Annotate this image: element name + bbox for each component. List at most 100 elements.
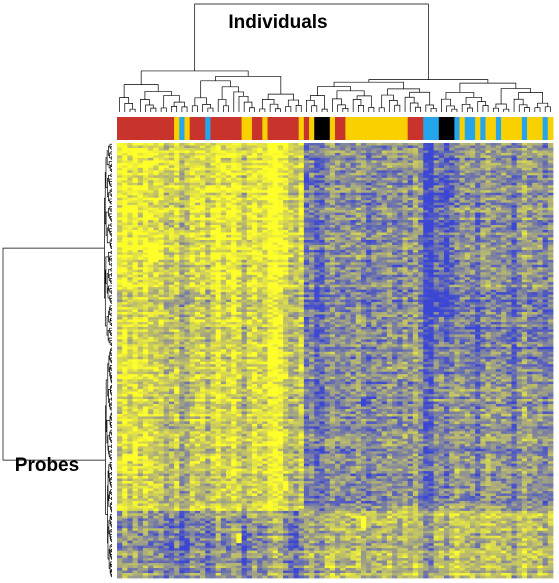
- heatmap-cell: [386, 242, 393, 246]
- heatmap-cell: [148, 187, 154, 191]
- heatmap-cell: [355, 210, 362, 213]
- heatmap-cell: [309, 269, 315, 273]
- group-color-cell: [179, 117, 185, 140]
- heatmap-cell: [314, 210, 320, 213]
- heatmap-cell: [210, 249, 217, 253]
- heatmap-cell: [537, 180, 544, 184]
- heatmap-cell: [277, 172, 284, 176]
- heatmap-cell: [189, 180, 196, 184]
- heatmap-cell: [231, 249, 237, 253]
- heatmap-cell: [303, 152, 310, 156]
- heatmap-cell: [142, 225, 149, 228]
- heatmap-cell: [194, 272, 201, 276]
- heatmap-cell: [168, 150, 175, 154]
- heatmap-cell: [277, 155, 284, 159]
- heatmap-cell: [340, 267, 346, 271]
- heatmap-cell: [386, 269, 393, 273]
- heatmap-cell: [303, 205, 310, 209]
- heatmap-cell: [226, 177, 232, 181]
- heatmap-cell: [293, 200, 300, 204]
- heatmap-cell: [200, 170, 206, 174]
- heatmap-cell: [205, 192, 211, 196]
- heatmap-cell: [267, 195, 274, 199]
- row-dendrogram-branch: [110, 290, 112, 294]
- heatmap-cell: [392, 197, 398, 201]
- heatmap-cell: [511, 227, 518, 231]
- heatmap-cell: [360, 249, 367, 253]
- heatmap-cell: [335, 234, 341, 238]
- heatmap-cell: [241, 167, 248, 171]
- heatmap-cell: [433, 237, 440, 241]
- heatmap-cell: [122, 252, 128, 256]
- heatmap-cell: [194, 182, 201, 186]
- heatmap-cell: [345, 254, 351, 258]
- heatmap-cell: [226, 202, 232, 206]
- heatmap-cell: [246, 195, 253, 199]
- heatmap-cell: [267, 155, 274, 159]
- row-dendrogram-branch: [111, 193, 112, 197]
- heatmap-cell: [153, 217, 159, 221]
- column-dendrogram-branch: [445, 92, 475, 100]
- heatmap-cell: [521, 232, 528, 236]
- heatmap-cell: [257, 259, 263, 263]
- heatmap-cell: [148, 195, 154, 199]
- heatmap-cell: [189, 222, 196, 226]
- heatmap-cell: [329, 147, 336, 151]
- heatmap-cell: [397, 192, 403, 196]
- heatmap-cell: [200, 210, 206, 213]
- heatmap-cell: [117, 155, 123, 159]
- heatmap-cell: [542, 244, 549, 248]
- heatmap-cell: [464, 239, 471, 243]
- heatmap-cell: [283, 244, 289, 248]
- heatmap-cell: [277, 170, 284, 174]
- heatmap-cell: [329, 239, 336, 243]
- heatmap-cell: [428, 237, 435, 241]
- heatmap-cell: [428, 232, 435, 236]
- heatmap-cell: [220, 192, 227, 196]
- column-dendrogram-branch: [337, 104, 346, 112]
- heatmap-cell: [189, 177, 196, 181]
- heatmap-cell: [480, 259, 486, 263]
- heatmap-cell: [236, 269, 242, 273]
- heatmap-cell: [137, 210, 144, 213]
- heatmap-cell: [506, 205, 512, 209]
- heatmap-cell: [127, 254, 133, 258]
- heatmap-cell: [521, 147, 528, 151]
- heatmap-cell: [288, 197, 294, 201]
- heatmap-cell: [418, 222, 424, 226]
- heatmap-cell: [537, 237, 544, 241]
- heatmap-cell: [423, 234, 429, 238]
- heatmap-cell: [288, 205, 294, 209]
- heatmap-cell: [412, 197, 419, 201]
- heatmap-cell: [495, 257, 502, 261]
- heatmap-cell: [236, 225, 242, 228]
- heatmap-cell: [241, 180, 248, 184]
- heatmap-cell: [392, 147, 398, 151]
- heatmap-cell: [324, 177, 331, 181]
- heatmap-cell: [226, 143, 232, 146]
- heatmap-cell: [360, 187, 367, 191]
- heatmap-cell: [532, 267, 538, 271]
- column-dendrogram-branch: [274, 108, 281, 112]
- heatmap-cell: [262, 272, 268, 276]
- column-dendrogram-branch: [409, 91, 431, 105]
- heatmap-cell: [360, 207, 367, 211]
- heatmap-cell: [397, 157, 403, 161]
- heatmap-cell: [184, 254, 191, 258]
- row-dendrogram-branch: [108, 549, 111, 569]
- heatmap-cell: [438, 145, 445, 149]
- heatmap-cell: [117, 167, 123, 171]
- heatmap-cell: [454, 215, 460, 218]
- heatmap-cell: [381, 269, 388, 273]
- heatmap-cell: [283, 210, 289, 213]
- heatmap-cell: [200, 200, 206, 204]
- heatmap-cell: [122, 157, 128, 161]
- heatmap-cell: [262, 145, 268, 149]
- heatmap-cell: [376, 190, 383, 194]
- heatmap-cell: [127, 187, 133, 191]
- heatmap-cell: [360, 247, 367, 251]
- heatmap-cell: [267, 212, 274, 216]
- heatmap-cell: [537, 185, 544, 189]
- heatmap-cell: [200, 143, 206, 146]
- heatmap-cell: [220, 242, 227, 246]
